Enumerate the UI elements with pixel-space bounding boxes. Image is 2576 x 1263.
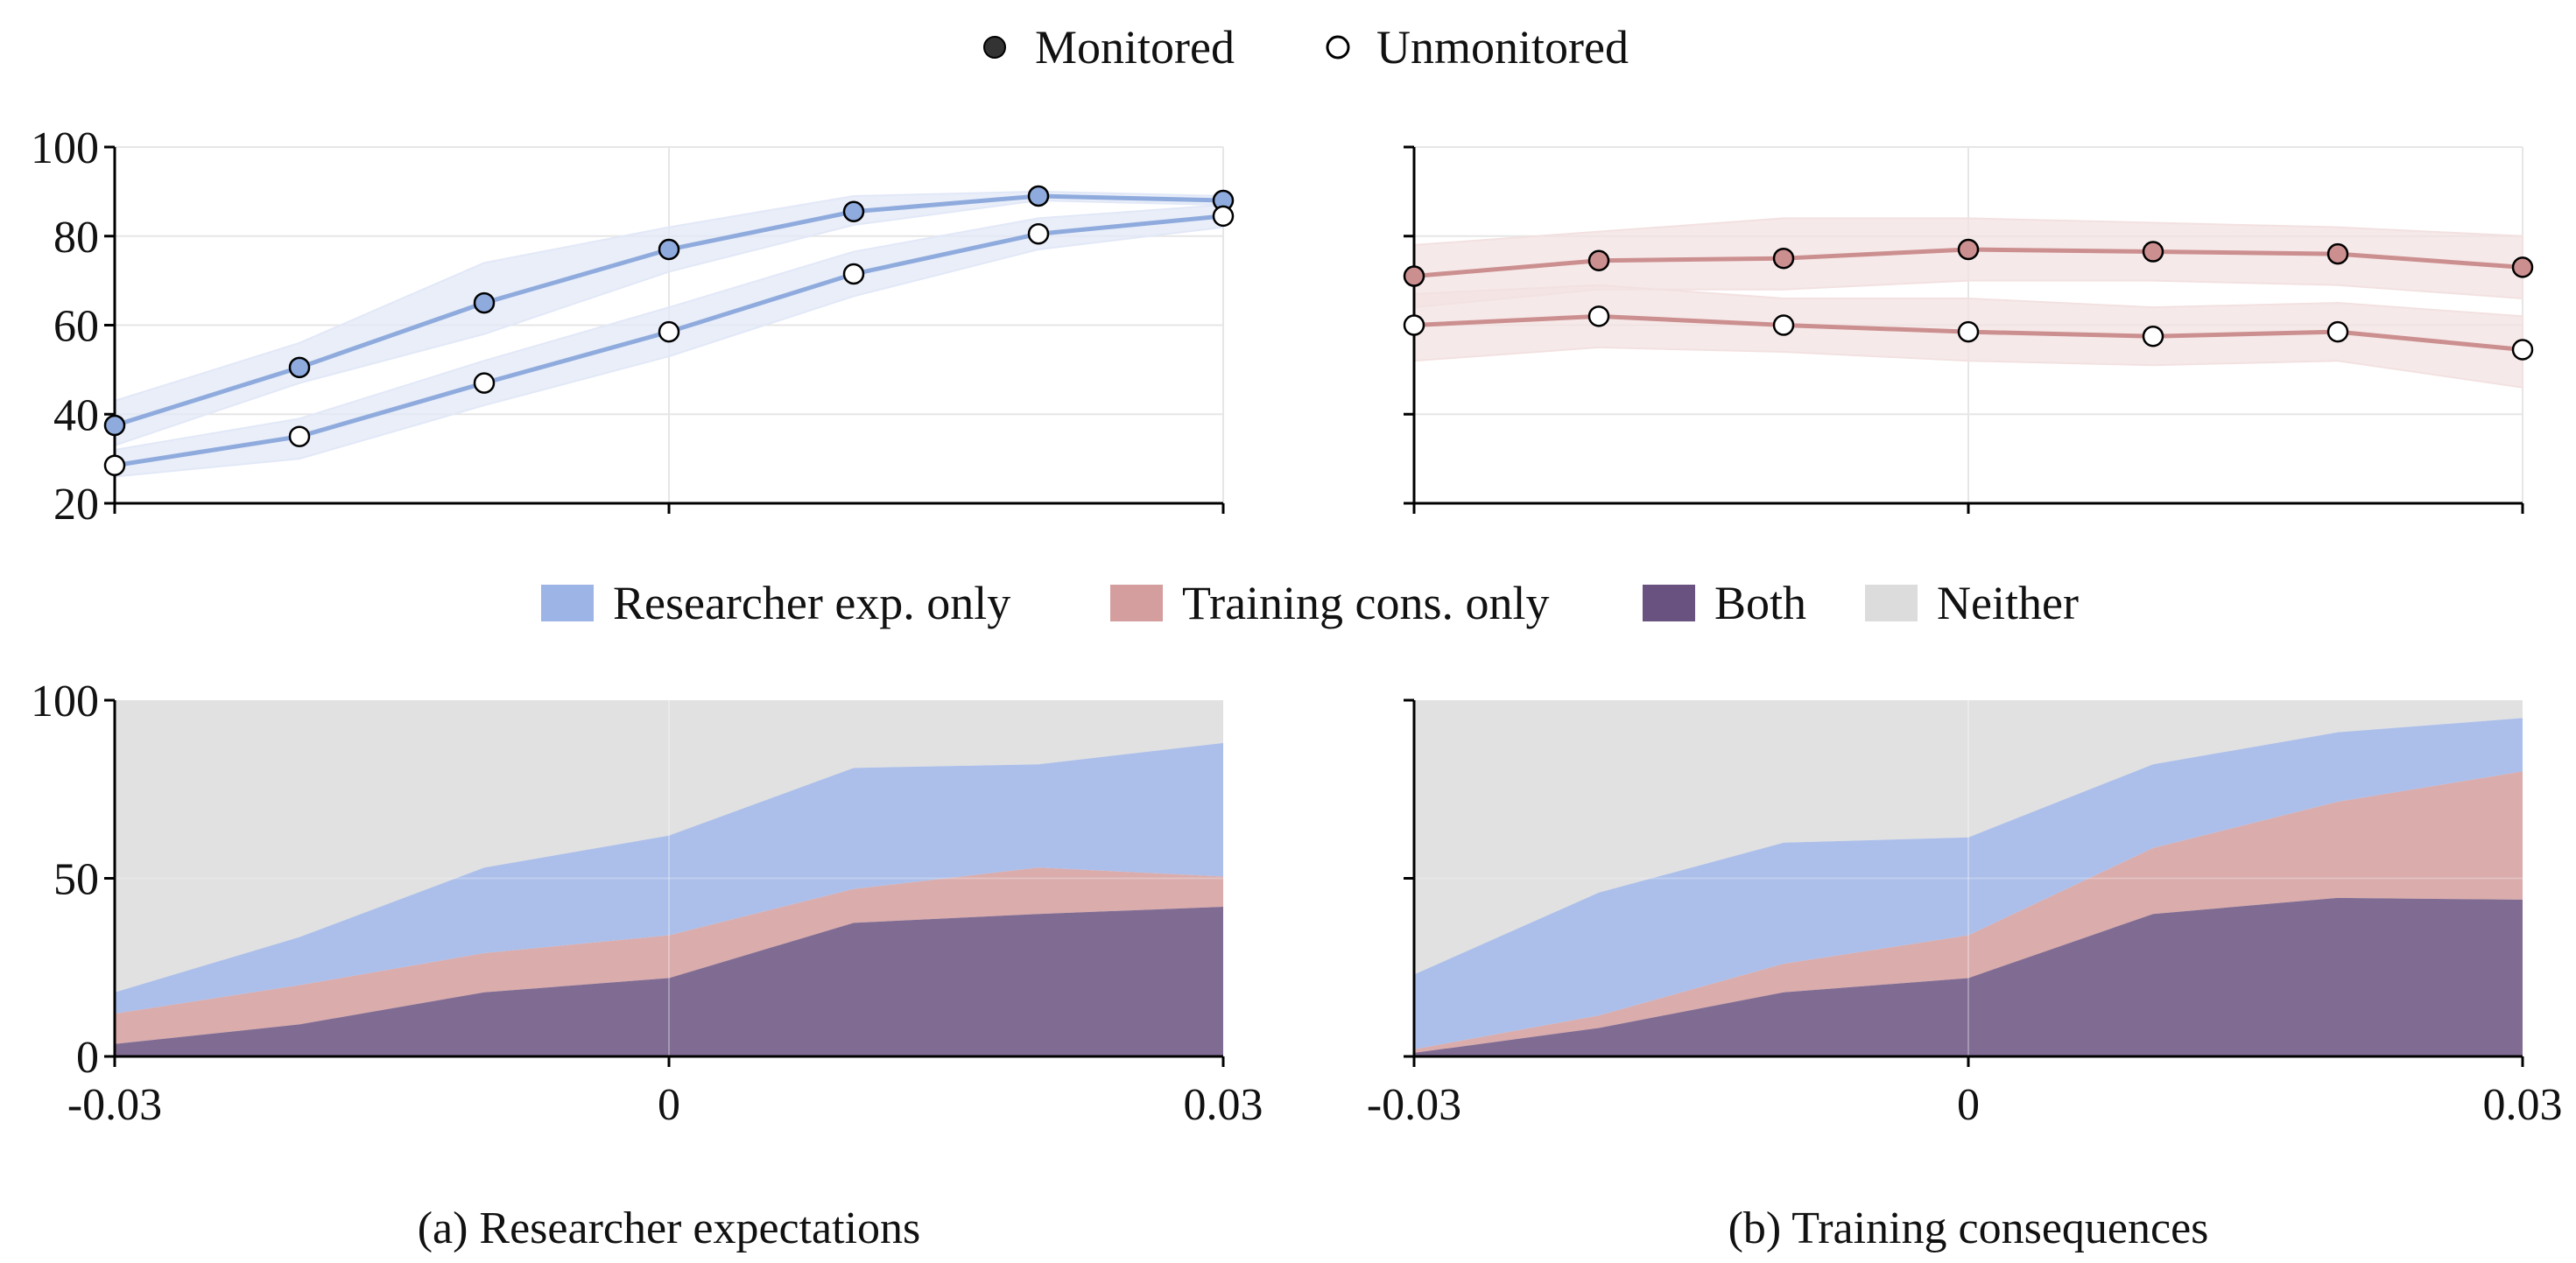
area-panel-training: -0.03 0 0.03 [1367,698,2563,1130]
line-panel-researcher: 20 40 60 80 100 [31,123,1235,530]
data-point [1957,238,1980,261]
data-point [288,425,311,447]
legend-neither-swatch [1865,585,1918,621]
data-point [2326,320,2349,343]
area-researcher-exp-only [115,742,1223,1014]
data-point [103,414,126,437]
data-point [1957,320,1980,343]
x-tick-label: -0.03 [67,1080,162,1130]
data-point [1212,205,1235,228]
y-tick-label: 100 [31,123,99,173]
data-point [1587,249,1610,271]
legend-both-swatch [1643,585,1695,621]
legend-monitored-label: Monitored [1035,21,1235,74]
data-point [103,454,126,477]
caption-training: (b) Training consequences [1728,1203,2209,1253]
legend-both-label: Both [1714,577,1806,629]
y-tick-label: 60 [53,302,99,352]
x-tick-label: 0.03 [2483,1080,2563,1130]
y-tick-label: 0 [76,1033,99,1083]
data-point [473,372,496,394]
area-both [115,907,1223,1056]
data-point [658,238,680,261]
y-tick-label: 40 [53,390,99,440]
legend-unmonitored-marker [1326,35,1350,60]
data-point [2326,242,2349,265]
legend-training-swatch [1110,585,1163,621]
y-tick-label: 20 [53,480,99,530]
data-point [1027,222,1050,245]
x-tick-label: -0.03 [1367,1080,1461,1130]
data-point [842,200,865,223]
data-point [1027,185,1050,207]
line-panel-training [1403,145,2534,514]
legend-researcher-swatch [541,585,594,621]
data-point [1772,247,1795,270]
data-point [2511,339,2534,361]
data-point [1587,305,1610,327]
area-training-cons-only [115,867,1223,1044]
data-point [658,320,680,343]
y-tick-label: 50 [53,855,99,905]
area-training-cons-only [1414,771,2523,1053]
data-point [2142,241,2164,263]
data-point [473,291,496,314]
area-legend: Researcher exp. only Training cons. only… [541,577,2079,629]
y-tick-label: 100 [31,677,99,726]
legend-training-label: Training cons. only [1182,577,1550,629]
area-both [1414,897,2523,1056]
legend-researcher-label: Researcher exp. only [613,577,1010,629]
area-neither [115,700,1223,993]
data-point [288,356,311,379]
x-tick-label: 0 [658,1080,680,1130]
data-point [1403,314,1425,336]
y-tick-label: 80 [53,213,99,263]
x-tick-label: 0.03 [1184,1080,1263,1130]
top-legend: Monitored Unmonitored [983,21,1629,74]
caption-researcher: (a) Researcher expectations [418,1203,921,1253]
legend-unmonitored-label: Unmonitored [1376,21,1629,74]
data-point [1772,314,1795,336]
x-tick-label: 0 [1957,1080,1980,1130]
data-point [1403,265,1425,287]
legend-monitored-marker [983,36,1006,59]
area-researcher-exp-only [1414,718,2523,1049]
data-point [2142,325,2164,347]
data-point [2511,256,2534,278]
legend-neither-label: Neither [1937,577,2079,629]
data-point [842,263,865,285]
